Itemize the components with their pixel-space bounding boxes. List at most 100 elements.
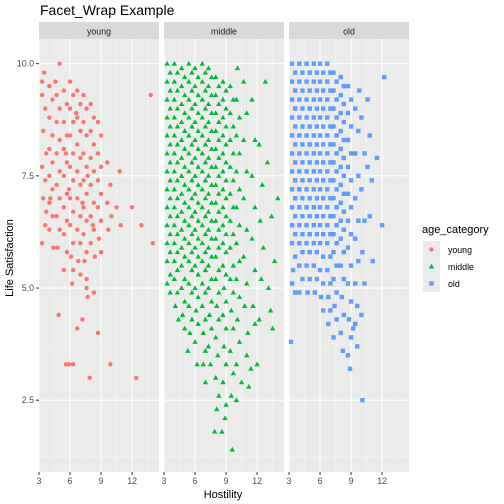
data-point-old: [331, 160, 336, 165]
data-point-young: [67, 133, 73, 138]
data-point-middle: [185, 348, 191, 353]
data-point-middle: [205, 155, 212, 160]
data-point-middle: [171, 240, 178, 246]
data-point-old: [328, 231, 333, 237]
data-point-old: [353, 236, 358, 241]
data-point-middle: [178, 65, 185, 71]
data-point-old: [357, 88, 362, 93]
data-point-old: [311, 263, 317, 268]
data-point-old: [325, 223, 330, 228]
data-point-old: [331, 124, 336, 129]
data-point-middle: [240, 253, 247, 259]
data-point-middle: [186, 303, 192, 308]
data-point-old: [304, 187, 309, 192]
data-point-middle: [208, 164, 215, 169]
data-point-old: [328, 308, 333, 313]
data-point-middle: [174, 123, 181, 129]
data-point-middle: [223, 141, 229, 147]
data-point-middle: [202, 348, 209, 353]
data-point-old: [348, 205, 354, 210]
data-point-old: [353, 106, 358, 111]
data-point-middle: [195, 235, 201, 241]
data-point-old: [314, 160, 320, 165]
data-point-middle: [174, 141, 181, 147]
data-point-young: [54, 151, 59, 156]
data-point-old: [293, 88, 298, 93]
data-point-middle: [223, 231, 229, 237]
data-point-young: [85, 294, 90, 300]
data-point-old: [297, 205, 302, 210]
data-point-young: [56, 312, 61, 318]
data-point-young: [78, 240, 83, 246]
data-point-young: [81, 151, 86, 156]
data-point-middle: [202, 195, 209, 201]
data-point-old: [289, 79, 295, 84]
data-point-middle: [216, 137, 222, 142]
data-point-young: [75, 227, 80, 232]
data-point-middle: [223, 325, 229, 331]
data-point-middle: [249, 96, 255, 102]
data-point-middle: [202, 267, 209, 273]
data-point-middle: [214, 303, 220, 308]
data-point-young: [70, 209, 76, 214]
data-point-middle: [181, 92, 188, 98]
data-point-middle: [205, 191, 212, 196]
data-point-middle: [174, 159, 181, 165]
data-point-young: [75, 142, 80, 147]
data-point-middle: [205, 65, 212, 71]
data-point-old: [334, 263, 339, 268]
data-point-old: [334, 223, 339, 228]
data-point-young: [95, 151, 101, 156]
data-point-middle: [220, 379, 226, 385]
legend-item-old: old: [423, 275, 460, 292]
data-point-middle: [227, 244, 233, 250]
data-point-old: [348, 151, 354, 156]
data-point-young: [50, 160, 55, 165]
data-point-young: [75, 169, 80, 174]
data-point-old: [314, 249, 320, 255]
data-point-old: [297, 151, 302, 156]
data-point-middle: [213, 253, 219, 259]
data-point-young: [105, 200, 110, 205]
data-point-middle: [179, 312, 186, 317]
data-point-young: [57, 169, 62, 174]
data-point-old: [367, 214, 372, 219]
data-point-middle: [171, 204, 178, 210]
data-point-middle: [223, 87, 229, 93]
data-point-middle: [208, 110, 215, 116]
data-point-old: [289, 115, 295, 120]
data-point-old: [341, 173, 347, 179]
data-point-old: [317, 79, 323, 84]
legend-key-old: [429, 281, 434, 286]
data-point-old: [307, 88, 312, 93]
data-point-young: [44, 151, 49, 156]
data-point-old: [318, 294, 324, 300]
data-point-young: [39, 79, 45, 84]
data-point-middle: [223, 249, 229, 255]
data-point-old: [314, 178, 320, 183]
data-point-middle: [195, 146, 201, 151]
data-point-middle: [244, 352, 250, 358]
facet-strip: [164, 22, 284, 39]
data-point-young: [70, 92, 76, 98]
data-point-middle: [220, 186, 226, 192]
data-point-middle: [186, 114, 192, 120]
y-tick-labels: 2.5 5.0 7.5 10.0: [17, 59, 39, 405]
data-point-middle: [199, 78, 205, 84]
data-point-middle: [216, 392, 222, 398]
data-point-middle: [189, 213, 195, 219]
data-point-middle: [189, 231, 195, 237]
data-point-old: [320, 254, 326, 259]
y-axis-label: Life Satisfaction: [4, 219, 16, 297]
data-point-old: [341, 312, 347, 318]
data-point-middle: [233, 397, 240, 403]
data-point-middle: [216, 244, 222, 250]
data-point-middle: [213, 276, 219, 282]
facet-strip-label: old: [343, 27, 355, 37]
data-point-old: [300, 106, 305, 111]
data-point-middle: [208, 182, 215, 187]
data-point-middle: [213, 217, 219, 223]
data-point-middle: [244, 226, 250, 232]
data-point-old: [331, 231, 336, 237]
data-point-young: [88, 155, 93, 161]
